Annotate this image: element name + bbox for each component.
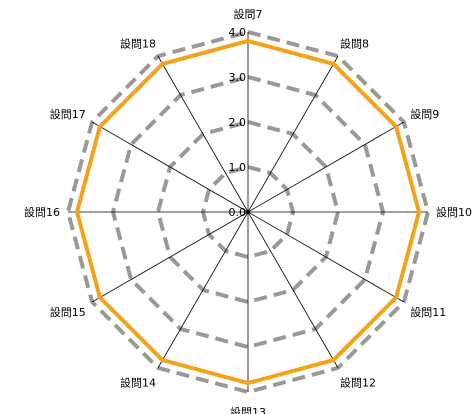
- spoke-5: [247, 211, 339, 369]
- category-label-6: 設問13: [230, 405, 266, 414]
- category-label-3: 設問10: [436, 205, 472, 219]
- radial-tick-label-0: 0.0: [229, 206, 247, 219]
- spoke-7: [157, 211, 249, 369]
- category-label-1: 設問8: [340, 37, 369, 51]
- category-label-5: 設問12: [340, 375, 376, 389]
- spoke-1: [247, 55, 339, 213]
- category-label-4: 設問11: [410, 305, 446, 319]
- spoke-2: [247, 121, 405, 213]
- category-label-9: 設問16: [24, 205, 60, 219]
- category-label-10: 設問17: [50, 107, 86, 121]
- radial-tick-label-2: 2.0: [229, 116, 247, 129]
- radial-tick-label-4: 4.0: [229, 26, 247, 39]
- category-label-7: 設問14: [120, 375, 156, 389]
- spoke-11: [157, 55, 249, 213]
- spoke-4: [247, 211, 405, 303]
- label-layer: 設問7 設問8 設問9 設問10 設問11 設問12 設問13 設問14 設問15 設問16 設問1…: [24, 7, 472, 414]
- radial-tick-label-1: 1.0: [229, 161, 247, 174]
- spoke-layer: [68, 32, 428, 392]
- category-label-11: 設問18: [120, 37, 156, 51]
- tick-layer: 0.0 1.0 2.0 3.0 4.0: [229, 26, 247, 219]
- category-label-0: 設問7: [234, 7, 263, 21]
- category-label-2: 設問9: [410, 107, 439, 121]
- series-layer: [74, 38, 422, 386]
- radial-tick-label-3: 3.0: [229, 71, 247, 84]
- spoke-8: [91, 211, 249, 303]
- category-label-8: 設問15: [50, 305, 86, 319]
- spoke-10: [91, 121, 249, 213]
